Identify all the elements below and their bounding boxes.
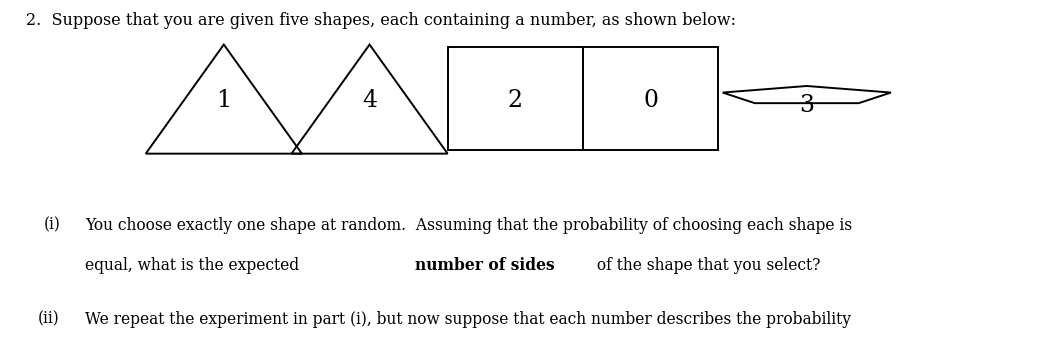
Bar (448, 47, 583, 150)
Text: 3: 3 (799, 94, 814, 117)
Text: 1: 1 (217, 89, 231, 112)
Text: You choose exactly one shape at random.  Assuming that the probability of choosi: You choose exactly one shape at random. … (85, 217, 853, 234)
Text: We repeat the experiment in part (i), but now suppose that each number describes: We repeat the experiment in part (i), bu… (85, 311, 852, 328)
Text: of the shape that you select?: of the shape that you select? (591, 257, 820, 274)
Text: (i): (i) (44, 217, 60, 234)
Text: 0: 0 (643, 89, 658, 112)
Text: 4: 4 (362, 89, 377, 112)
Text: 2.  Suppose that you are given five shapes, each containing a number, as shown b: 2. Suppose that you are given five shape… (26, 12, 736, 29)
Text: 2: 2 (508, 89, 523, 112)
Text: equal, what is the expected: equal, what is the expected (85, 257, 304, 274)
Text: number of sides: number of sides (415, 257, 555, 274)
Text: (ii): (ii) (37, 311, 59, 328)
Bar (583, 47, 718, 150)
